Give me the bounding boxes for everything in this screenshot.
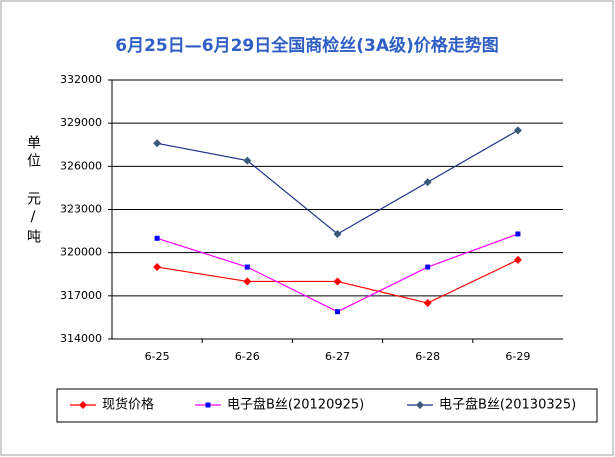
y-tick-label: 332000 (60, 73, 102, 86)
legend-label: 电子盘B丝(20120925) (227, 397, 364, 413)
x-tick-label: 6-27 (325, 350, 350, 363)
data-point (423, 299, 432, 308)
y-tick-label: 317000 (60, 289, 102, 302)
chart-title: 6月25日—6月29日全国商检丝(3A级)价格走势图 (115, 35, 499, 56)
data-point (423, 178, 432, 187)
data-point (154, 235, 160, 241)
data-point (333, 277, 342, 286)
y-tick-label: 314000 (60, 332, 102, 345)
legend-marker (416, 401, 424, 409)
y-tick-label: 323000 (60, 203, 102, 216)
legend-label: 现货价格 (102, 397, 154, 413)
data-point (153, 263, 162, 272)
x-tick-label: 6-29 (505, 350, 530, 363)
x-tick-label: 6-25 (145, 350, 170, 363)
data-point (244, 264, 250, 270)
data-point (243, 156, 252, 165)
data-point (243, 277, 252, 286)
y-axis-label: 单位 元/吨 (25, 135, 41, 247)
data-point (153, 139, 162, 148)
data-point (333, 229, 342, 238)
legend-label: 电子盘B丝(20130325) (439, 397, 576, 413)
legend-box (56, 388, 598, 423)
y-tick-label: 329000 (60, 116, 102, 129)
data-point (515, 231, 521, 237)
x-tick-label: 6-26 (235, 350, 260, 363)
data-point (513, 255, 522, 264)
y-tick-label: 320000 (60, 246, 102, 259)
x-tick-label: 6-28 (415, 350, 440, 363)
legend-marker (205, 402, 211, 408)
y-tick-label: 326000 (60, 159, 102, 172)
data-point (425, 264, 431, 270)
data-point (335, 309, 340, 315)
legend-marker (79, 401, 87, 409)
data-point (513, 126, 522, 135)
